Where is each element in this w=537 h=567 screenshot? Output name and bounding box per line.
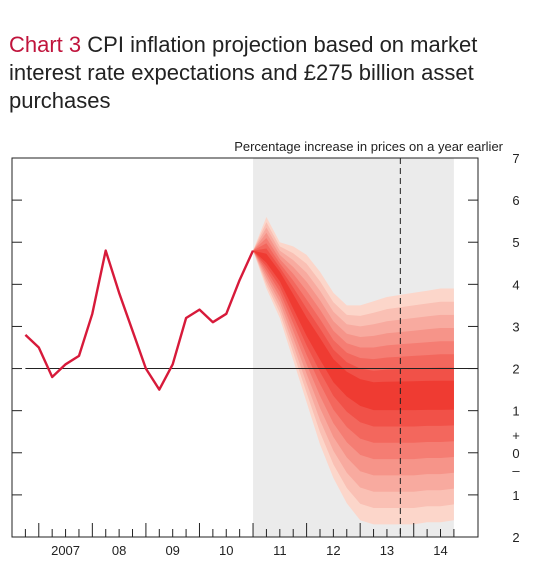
x-tick-label: 14: [433, 543, 447, 558]
history-line: [24, 249, 255, 391]
x-tick-label: 11: [273, 543, 287, 558]
y-tick-label: 7: [512, 151, 519, 166]
plus-sign: +: [512, 428, 520, 443]
chart-number: Chart 3: [9, 32, 82, 57]
x-tick-label: 10: [219, 543, 233, 558]
x-tick-label: 08: [112, 543, 126, 558]
x-tick-label: 2007: [51, 543, 80, 558]
y-tick-label: 3: [512, 319, 519, 334]
axis-ticks: [12, 199, 478, 537]
minus-sign: –: [512, 463, 520, 478]
y-tick-label: 5: [512, 235, 519, 250]
fan-bands: [253, 217, 454, 525]
y-tick-label: 6: [512, 193, 519, 208]
y-tick-labels: 7 6 5 4 3 2 1 0 1 2 + –: [512, 151, 520, 545]
x-tick-label: 13: [380, 543, 394, 558]
y-tick-label: 2: [512, 362, 519, 377]
chart-title-text: CPI inflation projection based on market…: [9, 32, 478, 113]
unit-label: Percentage increase in prices on a year …: [234, 139, 503, 154]
y-tick-label: 1: [512, 404, 519, 419]
y-tick-label: 2: [512, 530, 519, 545]
x-tick-label: 09: [165, 543, 179, 558]
history-series: [24, 249, 255, 391]
y-tick-label: 4: [512, 277, 519, 292]
y-tick-label: 1: [512, 488, 519, 503]
fan-band-8: [253, 250, 454, 411]
chart-title: Chart 3 CPI inflation projection based o…: [9, 31, 529, 115]
plot-frame: [11, 157, 479, 538]
x-tick-labels: 2007 08 09 10 11 12 13 14: [51, 543, 448, 558]
y-tick-label: 0: [512, 446, 519, 461]
x-tick-label: 12: [326, 543, 340, 558]
